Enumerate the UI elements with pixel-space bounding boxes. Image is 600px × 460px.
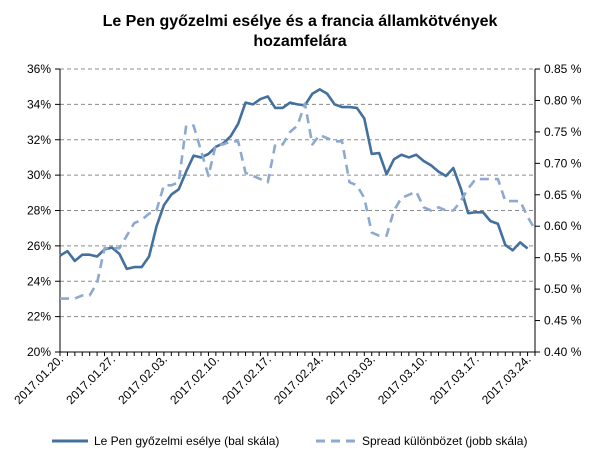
series-line-0 xyxy=(59,88,529,271)
right-tick-label-3: 0.55 % xyxy=(544,251,582,265)
right-tick-label-4: 0.60 % xyxy=(544,219,582,233)
series-lines xyxy=(59,88,537,300)
chart-title-line-1: Le Pen győzelmi esélye és a francia álla… xyxy=(103,13,498,30)
legend-label-1: Spread különbözet (jobb skála) xyxy=(362,434,527,448)
left-tick-label-2: 24% xyxy=(27,274,51,288)
left-tick-label-0: 20% xyxy=(27,345,51,359)
left-tick-label-3: 26% xyxy=(27,239,51,253)
axes xyxy=(55,68,540,356)
right-tick-label-7: 0.75 % xyxy=(544,125,582,139)
left-tick-label-6: 32% xyxy=(27,133,51,147)
right-tick-label-8: 0.80 % xyxy=(544,93,582,107)
right-tick-label-0: 0.40 % xyxy=(544,345,582,359)
series-line-1 xyxy=(60,102,537,300)
legend-label-0: Le Pen győzelmi esélye (bal skála) xyxy=(94,434,279,448)
right-tick-label-5: 0.65 % xyxy=(544,188,582,202)
chart-title-line-2: hozamfelára xyxy=(253,33,346,50)
left-tick-label-5: 30% xyxy=(27,168,51,182)
left-tick-label-4: 28% xyxy=(27,204,51,218)
left-tick-label-1: 22% xyxy=(27,310,51,324)
legend: Le Pen győzelmi esélye (bal skála) Spread… xyxy=(52,434,527,448)
right-tick-label-1: 0.45 % xyxy=(544,314,582,328)
right-tick-label-9: 0.85 % xyxy=(544,62,582,76)
right-tick-label-6: 0.70 % xyxy=(544,156,582,170)
left-tick-label-8: 36% xyxy=(27,62,51,76)
right-tick-label-2: 0.50 % xyxy=(544,282,582,296)
left-tick-label-7: 34% xyxy=(27,97,51,111)
